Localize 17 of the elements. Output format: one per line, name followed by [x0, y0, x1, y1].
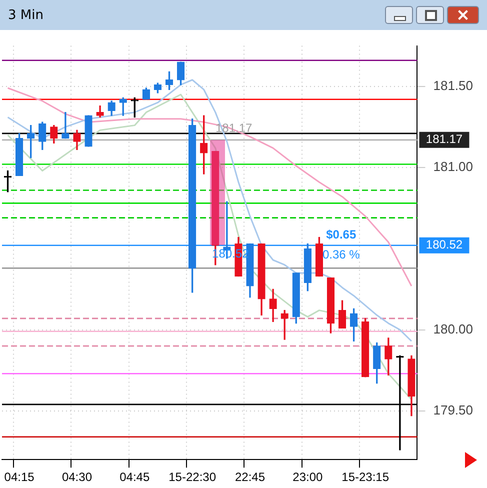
ref-line-label: 181.17	[426, 132, 463, 146]
x-tick-label: 23:00	[292, 470, 323, 484]
chart-title: 3 Min	[8, 8, 44, 22]
y-tick-label: 181.00	[433, 159, 474, 174]
annotation: 0.36 %	[322, 248, 360, 262]
x-tick-label: 04:30	[62, 470, 92, 484]
x-tick-label: 04:45	[120, 470, 150, 484]
y-tick-label: 180.00	[433, 321, 474, 336]
y-tick-label: 179.50	[433, 402, 474, 418]
annotation: $0.65	[326, 228, 356, 242]
x-tick-label: 15-23:15	[342, 470, 390, 484]
y-tick-label: 181.50	[433, 78, 474, 93]
candlestick	[62, 112, 70, 139]
ref-line-label: 180.52	[426, 238, 463, 252]
x-tick-label: 04:15	[4, 470, 35, 484]
x-tick-label: 22:45	[234, 470, 266, 484]
x-tick-label: 15-22:30	[168, 470, 216, 484]
